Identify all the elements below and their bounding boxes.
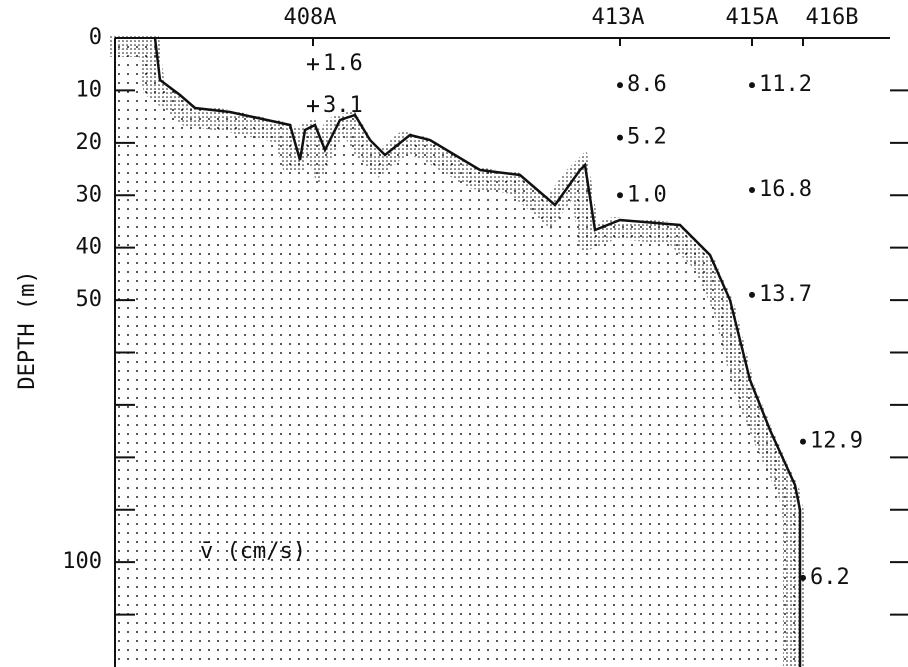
seafloor (109, 35, 805, 667)
value-label: 11.2 (759, 72, 812, 97)
value-label: 5.2 (627, 125, 667, 150)
marker (617, 134, 623, 141)
marker (617, 82, 623, 89)
value-label: 13.7 (759, 282, 812, 307)
marker (307, 100, 319, 113)
y-tick-label: 30 (76, 182, 103, 207)
y-axis-label: DEPTH (m) (15, 270, 40, 389)
y-tick-label: 0 (89, 25, 102, 50)
marker (800, 574, 806, 581)
y-tick-label: 10 (76, 77, 103, 102)
value-label: 1.6 (323, 51, 363, 76)
y-tick-label: 20 (76, 130, 103, 155)
y-tick-label: 50 (76, 287, 103, 312)
station-label: 413A (592, 5, 645, 30)
y-tick-label: 40 (76, 235, 103, 260)
value-label: 3.1 (323, 93, 363, 118)
value-label: 8.6 (627, 72, 667, 97)
marker (749, 187, 755, 194)
value-label: 12.9 (810, 429, 863, 454)
value-label: 6.2 (810, 565, 850, 590)
station-label: 416B (806, 5, 859, 30)
value-label: 16.8 (759, 177, 812, 202)
annotation: v̄ (cm/s) (200, 539, 306, 564)
marker (749, 291, 755, 298)
marker (749, 82, 755, 89)
station-label: 415A (726, 5, 779, 30)
value-label: 1.0 (627, 182, 667, 207)
marker (307, 58, 319, 71)
marker (617, 192, 623, 199)
y-tick-label: 100 (62, 549, 102, 574)
station-label: 408A (284, 5, 337, 30)
marker (800, 438, 806, 445)
